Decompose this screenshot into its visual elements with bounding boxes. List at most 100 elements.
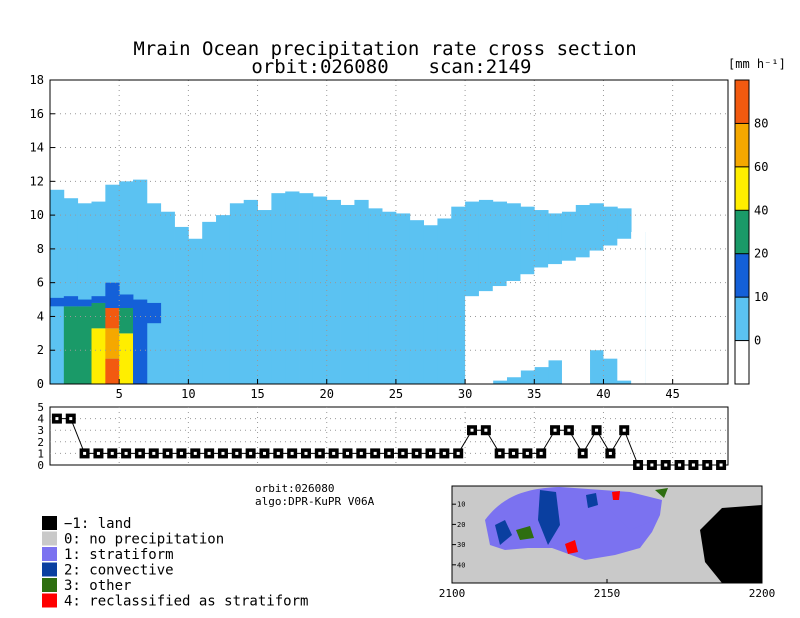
y-tick-label: 2 xyxy=(37,343,44,357)
rain-type-marker-dot xyxy=(124,451,128,455)
light-rain-column xyxy=(229,203,245,384)
rain-type-marker-dot xyxy=(484,428,488,432)
map-stratiform-region-east xyxy=(610,505,655,530)
x-tick-label: 35 xyxy=(527,387,541,401)
legend-swatch xyxy=(42,578,57,592)
rain-type-marker-dot xyxy=(429,451,433,455)
light-rain-column xyxy=(382,211,397,384)
rain-type-marker-dot xyxy=(304,451,308,455)
map-land-region xyxy=(700,505,762,583)
precip-cell xyxy=(105,328,120,359)
y-tick-label: 0 xyxy=(37,377,44,391)
legend-swatch xyxy=(42,593,57,608)
light-rain-column xyxy=(368,208,383,384)
rain-type-marker-dot xyxy=(678,463,682,467)
legend-label: 3: other xyxy=(64,578,131,594)
rain-type-marker-dot xyxy=(442,451,446,455)
rain-type-marker-dot xyxy=(719,463,723,467)
light-rain-column xyxy=(354,199,369,384)
rain-type-marker-dot xyxy=(664,463,668,467)
colorbar-swatch xyxy=(735,80,749,124)
rain-type-marker-dot xyxy=(705,463,709,467)
precip-cell xyxy=(105,358,120,384)
map-x-tick-label: 2100 xyxy=(439,587,466,600)
light-rain-column xyxy=(146,203,162,384)
legend-label: 0: no precipitation xyxy=(64,532,224,548)
light-rain-column xyxy=(257,210,272,384)
map-other-cell xyxy=(516,526,534,540)
colorbar-label: 10 xyxy=(754,290,768,304)
precip-cell xyxy=(119,333,134,384)
precip-cell xyxy=(63,306,79,384)
light-rain-column xyxy=(395,213,411,384)
rain-type-marker-dot xyxy=(235,451,239,455)
colorbar-unit-label: [mm h⁻¹] xyxy=(728,57,786,71)
precip-cell xyxy=(133,299,148,384)
light-rain-column xyxy=(160,211,175,384)
info-orbit: orbit:026080 xyxy=(255,482,334,495)
info-algo: algo:DPR-KuPR V06A xyxy=(255,495,375,508)
strip-y-tick-label: 3 xyxy=(37,424,44,437)
rain-type-marker-dot xyxy=(332,451,336,455)
light-rain-column xyxy=(423,225,438,384)
rain-type-marker-dot xyxy=(650,463,654,467)
light-rain-column xyxy=(202,221,217,384)
rain-type-marker-dot xyxy=(581,451,585,455)
light-rain-column xyxy=(243,199,258,384)
rain-type-marker-dot xyxy=(318,451,322,455)
cross-section-frame xyxy=(49,79,729,385)
rain-type-marker-dot xyxy=(456,451,460,455)
no-rain-gap xyxy=(492,286,508,381)
rain-type-marker-dot xyxy=(498,451,502,455)
rain-type-marker-dot xyxy=(525,451,529,455)
no-rain-gap xyxy=(534,267,549,368)
no-rain-gap xyxy=(603,245,618,359)
light-rain-column xyxy=(299,193,314,384)
rain-type-marker-dot xyxy=(553,428,557,432)
light-rain-column xyxy=(50,189,65,384)
rain-type-marker-dot xyxy=(608,451,612,455)
chart-title: Mrain Ocean precipitation rate cross sec… xyxy=(133,38,636,60)
scan-subtitle: scan:2149 xyxy=(429,56,532,78)
precip-cell xyxy=(91,328,106,384)
rain-type-marker-dot xyxy=(636,463,640,467)
precip-cell xyxy=(119,294,134,308)
x-tick-label: 40 xyxy=(596,387,610,401)
rain-type-marker-dot xyxy=(262,451,266,455)
strip-y-tick-label: 4 xyxy=(37,413,44,426)
y-tick-label: 16 xyxy=(30,107,44,121)
rain-type-marker-dot xyxy=(373,451,377,455)
legend-swatch xyxy=(42,516,57,530)
y-tick-label: 4 xyxy=(37,309,44,323)
precip-cell xyxy=(91,296,106,303)
orbit-subtitle: orbit:026080 xyxy=(251,56,388,78)
y-tick-label: 14 xyxy=(30,141,44,155)
precip-cell xyxy=(63,296,79,307)
no-rain-gap xyxy=(631,232,646,384)
x-tick-label: 30 xyxy=(458,387,472,401)
rain-type-marker-dot xyxy=(166,451,170,455)
light-rain-column xyxy=(340,204,355,384)
precip-cell xyxy=(91,302,106,329)
rain-type-marker-dot xyxy=(387,451,391,455)
legend-swatch xyxy=(42,547,57,561)
x-tick-label: 5 xyxy=(116,387,123,401)
precip-cell xyxy=(105,308,120,329)
rain-type-marker-dot xyxy=(83,451,87,455)
cross-section-plot: 5 10 15 20 25 30 35 40 45 0 2 4 6 8 10 12 14 16 18 xyxy=(30,73,729,401)
map-x-tick-label: 2200 xyxy=(749,587,776,600)
rain-type-marker-dot xyxy=(401,451,405,455)
rain-type-marker-dot xyxy=(470,428,474,432)
no-rain-gap xyxy=(478,291,494,384)
colorbar-frame xyxy=(734,79,750,385)
y-tick-label: 10 xyxy=(30,208,44,222)
rain-type-marker-dot xyxy=(152,451,156,455)
no-rain-gap xyxy=(548,264,563,361)
rain-type-marker-dot xyxy=(276,451,280,455)
light-rain-column xyxy=(326,199,341,384)
strip-y-tick-label: 5 xyxy=(37,401,44,414)
map-y-tick-label: 40 xyxy=(457,561,465,569)
y-tick-label: 12 xyxy=(30,174,44,188)
rain-type-marker-dot xyxy=(567,428,571,432)
light-rain-column xyxy=(312,196,328,384)
